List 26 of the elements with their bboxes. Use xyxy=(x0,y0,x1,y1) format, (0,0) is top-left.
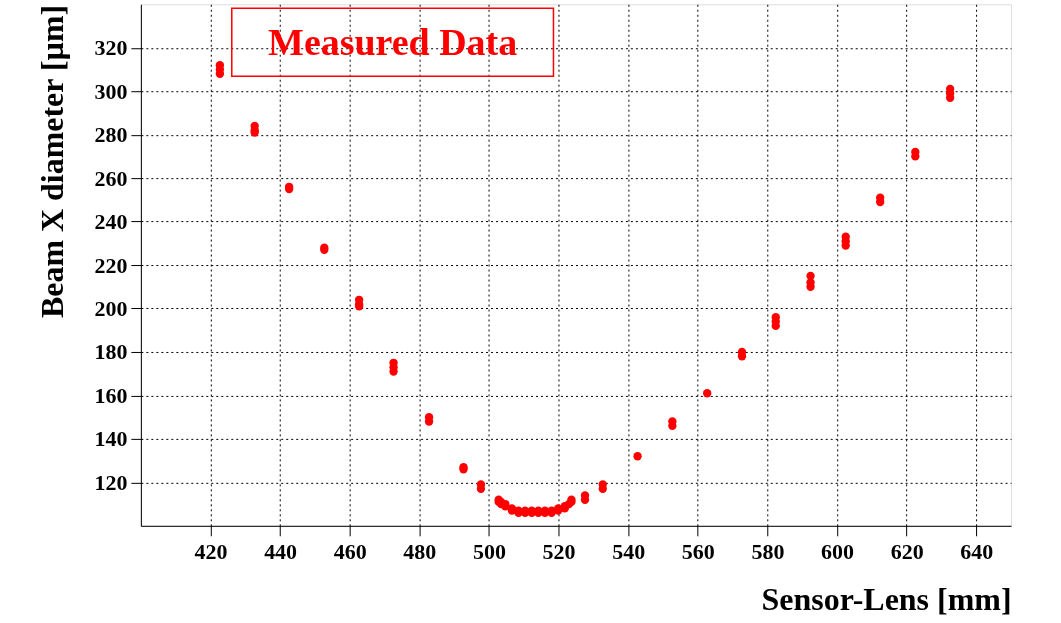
y-tick-label: 140 xyxy=(94,426,128,452)
y-tick-label: 220 xyxy=(94,252,128,278)
x-tick-label: 520 xyxy=(542,539,576,565)
x-tick-label: 580 xyxy=(751,539,785,565)
x-tick-label: 420 xyxy=(194,539,228,565)
y-tick-label: 180 xyxy=(94,339,128,365)
y-tick-label: 120 xyxy=(94,469,128,495)
annotation: Measured Data xyxy=(268,21,518,64)
x-tick-label: 500 xyxy=(472,539,506,565)
x-axis-title: Sensor-Lens [mm] xyxy=(761,582,1012,618)
y-tick-label: 280 xyxy=(94,122,128,148)
y-tick-label: 320 xyxy=(94,35,128,61)
y-axis-title: Beam X diameter [µm] xyxy=(35,4,71,319)
y-tick-label: 300 xyxy=(94,78,128,104)
x-tick-label: 560 xyxy=(681,539,715,565)
x-tick-label: 600 xyxy=(821,539,854,565)
x-tick-label: 540 xyxy=(612,539,646,565)
y-tick-label: 260 xyxy=(94,165,128,191)
y-tick-label: 240 xyxy=(94,209,128,235)
x-tick-label: 620 xyxy=(890,539,924,565)
y-tick-label: 200 xyxy=(94,296,128,321)
y-tick-label: 160 xyxy=(94,382,128,408)
x-tick-label: 480 xyxy=(403,539,437,565)
x-tick-label: 640 xyxy=(960,539,994,565)
x-tick-label: 460 xyxy=(333,539,367,565)
x-tick-label: 440 xyxy=(264,539,298,565)
